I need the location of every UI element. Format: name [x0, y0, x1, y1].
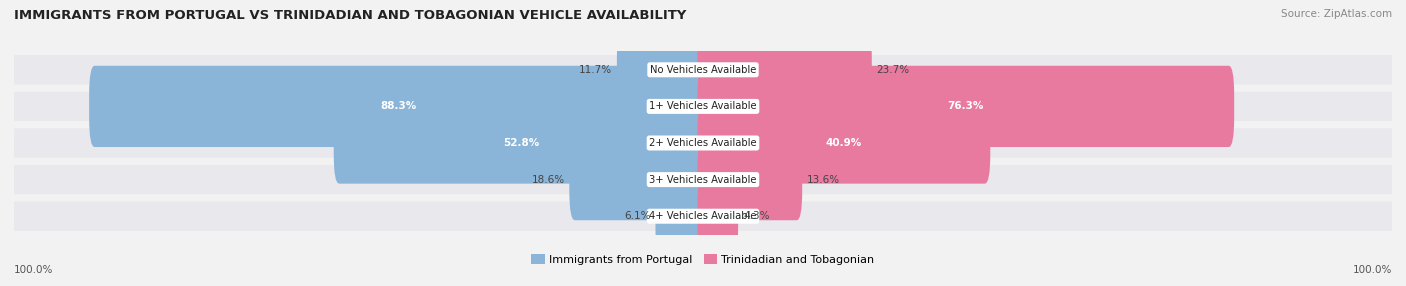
FancyBboxPatch shape [89, 66, 709, 147]
Text: 6.1%: 6.1% [624, 211, 651, 221]
FancyBboxPatch shape [697, 139, 803, 220]
Text: Source: ZipAtlas.com: Source: ZipAtlas.com [1281, 9, 1392, 19]
Text: 52.8%: 52.8% [503, 138, 540, 148]
Text: 18.6%: 18.6% [531, 175, 565, 184]
FancyBboxPatch shape [14, 128, 1392, 158]
Text: 88.3%: 88.3% [381, 102, 418, 111]
FancyBboxPatch shape [697, 29, 872, 110]
Text: 100.0%: 100.0% [1353, 265, 1392, 275]
FancyBboxPatch shape [14, 202, 1392, 231]
Legend: Immigrants from Portugal, Trinidadian and Tobagonian: Immigrants from Portugal, Trinidadian an… [527, 250, 879, 269]
FancyBboxPatch shape [655, 176, 709, 257]
FancyBboxPatch shape [14, 165, 1392, 194]
Text: No Vehicles Available: No Vehicles Available [650, 65, 756, 75]
FancyBboxPatch shape [333, 102, 709, 184]
FancyBboxPatch shape [697, 66, 1234, 147]
FancyBboxPatch shape [569, 139, 709, 220]
FancyBboxPatch shape [617, 29, 709, 110]
Text: 76.3%: 76.3% [948, 102, 984, 111]
FancyBboxPatch shape [697, 176, 738, 257]
FancyBboxPatch shape [14, 92, 1392, 121]
Text: 13.6%: 13.6% [807, 175, 841, 184]
Text: 40.9%: 40.9% [825, 138, 862, 148]
Text: 2+ Vehicles Available: 2+ Vehicles Available [650, 138, 756, 148]
FancyBboxPatch shape [697, 102, 990, 184]
Text: 4.3%: 4.3% [742, 211, 769, 221]
Text: IMMIGRANTS FROM PORTUGAL VS TRINIDADIAN AND TOBAGONIAN VEHICLE AVAILABILITY: IMMIGRANTS FROM PORTUGAL VS TRINIDADIAN … [14, 9, 686, 21]
Text: 3+ Vehicles Available: 3+ Vehicles Available [650, 175, 756, 184]
Text: 100.0%: 100.0% [14, 265, 53, 275]
Text: 11.7%: 11.7% [579, 65, 612, 75]
Text: 4+ Vehicles Available: 4+ Vehicles Available [650, 211, 756, 221]
Text: 23.7%: 23.7% [876, 65, 910, 75]
Text: 1+ Vehicles Available: 1+ Vehicles Available [650, 102, 756, 111]
FancyBboxPatch shape [14, 55, 1392, 84]
